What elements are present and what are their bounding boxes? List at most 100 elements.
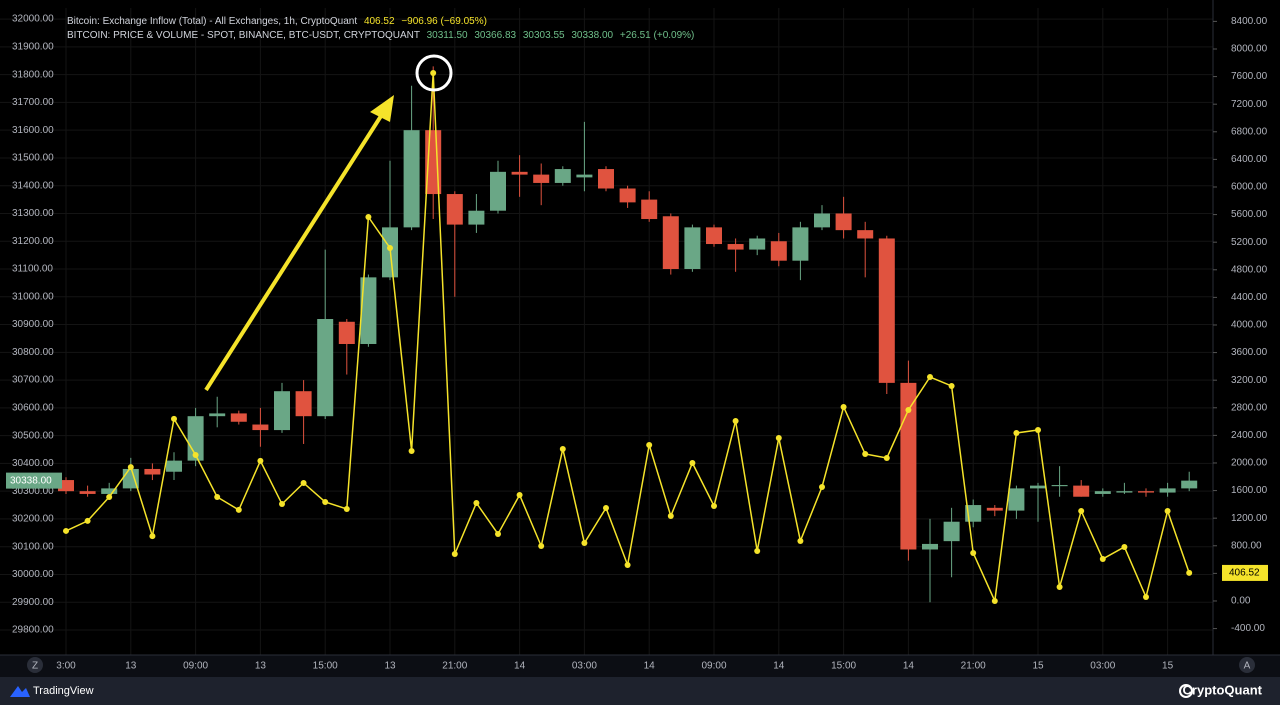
candle-body: [1181, 480, 1198, 489]
x-tick-label: 09:00: [183, 661, 208, 672]
candle-body: [1138, 491, 1154, 493]
candle-body: [338, 321, 355, 344]
legend-stat: 30303.55: [523, 30, 565, 41]
inflow-point: [1186, 569, 1193, 576]
inflow-point: [343, 505, 350, 512]
candle-body: [360, 277, 377, 344]
candle-body: [554, 169, 571, 183]
candle-body: [1051, 485, 1068, 487]
candle-body: [878, 238, 895, 383]
inflow-point: [948, 382, 955, 389]
legend-row: Bitcoin: Exchange Inflow (Total) - All E…: [67, 16, 487, 27]
inflow-point: [538, 542, 545, 549]
time-axis-bg: [0, 655, 1280, 677]
y-tick-label: 30900.00: [12, 319, 54, 330]
y-tick-label: 31200.00: [12, 236, 54, 247]
inflow-point: [927, 374, 933, 381]
axis-button-label[interactable]: Z: [32, 661, 38, 672]
candle-body: [79, 491, 96, 494]
legend-row: BITCOIN: PRICE & VOLUME - SPOT, BINANCE,…: [67, 30, 694, 41]
inflow-point: [63, 527, 69, 534]
candle-body: [835, 213, 852, 231]
y-tick-label: 31600.00: [12, 125, 54, 136]
marks: [58, 66, 1198, 604]
inflow-point: [667, 512, 674, 519]
legend-stat: 30338.00: [571, 30, 613, 41]
candle-body: [446, 194, 463, 225]
x-tick-label: 3:00: [56, 661, 76, 672]
candle-body: [533, 174, 550, 183]
x-tick-label: 21:00: [961, 661, 986, 672]
y-tick-label: 30700.00: [12, 375, 54, 386]
y-tick-label: 32000.00: [12, 14, 54, 25]
x-tick-label: 03:00: [1090, 661, 1115, 672]
cryptoquant-logo: [1179, 684, 1193, 698]
inflow-point: [646, 441, 653, 448]
x-tick-label: 13: [125, 661, 137, 672]
inflow-point: [322, 498, 329, 505]
footer-bar: [0, 677, 1280, 705]
legend-stat: −906.96 (−69.05%): [401, 16, 487, 27]
inflow-point: [624, 561, 631, 568]
inflow-point: [408, 447, 415, 454]
x-tick-label: 14: [903, 661, 915, 672]
y-tick-label: 30100.00: [12, 541, 54, 552]
inflow-point: [1056, 583, 1063, 590]
y2-tick-label: 7200.00: [1231, 99, 1268, 110]
axis-button[interactable]: [1239, 657, 1255, 673]
x-tick-label: 03:00: [572, 661, 597, 672]
y2-tick-label: 6400.00: [1231, 154, 1268, 165]
inflow-point: [603, 504, 609, 511]
candle-body: [641, 199, 658, 220]
inflow-point: [451, 550, 458, 557]
x-tick-label: 09:00: [701, 661, 726, 672]
y-tick-label: 30600.00: [12, 403, 54, 414]
candle-body: [101, 488, 118, 494]
axis-button[interactable]: [27, 657, 43, 673]
candle-body: [1094, 491, 1111, 494]
legend-name: BITCOIN: PRICE & VOLUME - SPOT, BINANCE,…: [67, 30, 420, 41]
legend-stat: 30366.83: [474, 30, 516, 41]
annotation-arrowhead: [370, 95, 394, 122]
inflow-point: [797, 537, 804, 544]
y2-tick-label: 8000.00: [1231, 44, 1268, 55]
axes: 29800.00 29900.00 30000.00 30100.00 30200.00…: [6, 14, 1268, 672]
inflow-point: [840, 403, 847, 410]
inflow-point: [106, 493, 113, 500]
inflow-point: [883, 455, 890, 462]
candle-body: [58, 480, 74, 492]
candle-body: [317, 319, 334, 417]
inflow-point: [387, 244, 393, 251]
y-tick-label: 29800.00: [12, 625, 54, 636]
inflow-point: [775, 434, 782, 441]
y2-tick-label: -400.00: [1231, 623, 1265, 634]
x-tick-label: 15:00: [831, 661, 856, 672]
candle-body: [943, 521, 960, 542]
candle-body: [727, 244, 744, 250]
inflow-point: [516, 491, 523, 498]
inflow-point: [1035, 426, 1041, 433]
axis-button-label[interactable]: A: [1244, 661, 1251, 672]
candle-body: [403, 130, 420, 228]
candle-body: [209, 413, 226, 417]
candle-body: [1073, 485, 1090, 497]
y2-tick-label: 6800.00: [1231, 126, 1268, 137]
x-tick-label: 13: [384, 661, 396, 672]
candle-body: [144, 468, 161, 475]
candle-body: [1030, 485, 1046, 489]
inflow-point: [991, 597, 998, 604]
candle-body: [857, 230, 874, 239]
candle-body: [598, 169, 614, 189]
inflow-point: [689, 459, 696, 466]
inflow-point: [127, 464, 134, 471]
inflow-point: [214, 493, 221, 500]
inflow-point: [279, 501, 285, 508]
legend-stat: +26.51 (+0.09%): [620, 30, 695, 41]
y2-tick-label: 7600.00: [1231, 71, 1268, 82]
legend-stat: 406.52: [364, 16, 395, 27]
y2-tick-label: 4400.00: [1231, 292, 1268, 303]
candle-body: [619, 188, 636, 203]
inflow-point: [84, 517, 91, 524]
